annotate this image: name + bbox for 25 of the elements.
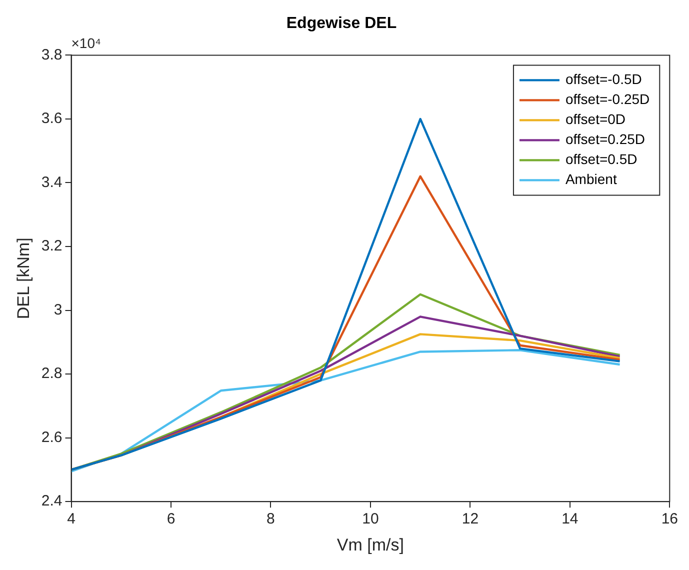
text: ×10⁴	[71, 35, 102, 52]
legend-label: offset=-0.5D	[565, 71, 642, 88]
legend-label: Ambient	[565, 171, 617, 188]
y-tick-label: 2.4	[41, 492, 62, 510]
x-axis-title: Vm [m/s]	[336, 535, 404, 554]
y-tick-label: 3.2	[41, 238, 62, 255]
legend-label: offset=0D	[565, 111, 626, 128]
x-tick-label: 8	[266, 510, 275, 528]
x-tick-label: 10	[362, 510, 379, 528]
legend-label: offset=0.5D	[565, 151, 638, 168]
y-tick-label: 3.8	[41, 46, 62, 64]
y-tick-label: 3.4	[41, 174, 62, 191]
y-tick-label: 3	[54, 301, 62, 318]
x-tick-label: 4	[67, 510, 76, 528]
y-tick-label: 2.6	[41, 428, 62, 446]
chart-title: Edgewise DEL	[286, 15, 397, 32]
x-tick-label: 12	[462, 510, 479, 528]
y-tick-label: 2.8	[41, 365, 62, 382]
legend-label: offset=0.25D	[565, 131, 646, 148]
y-tick-label: 3.6	[41, 110, 62, 128]
x-tick-label: 14	[562, 510, 578, 528]
legend-label: offset=-0.25D	[565, 91, 650, 108]
y-axis-title: DEL [kNm]	[14, 238, 33, 320]
x-tick-label: 6	[166, 510, 176, 528]
x-tick-label: 16	[661, 510, 678, 528]
